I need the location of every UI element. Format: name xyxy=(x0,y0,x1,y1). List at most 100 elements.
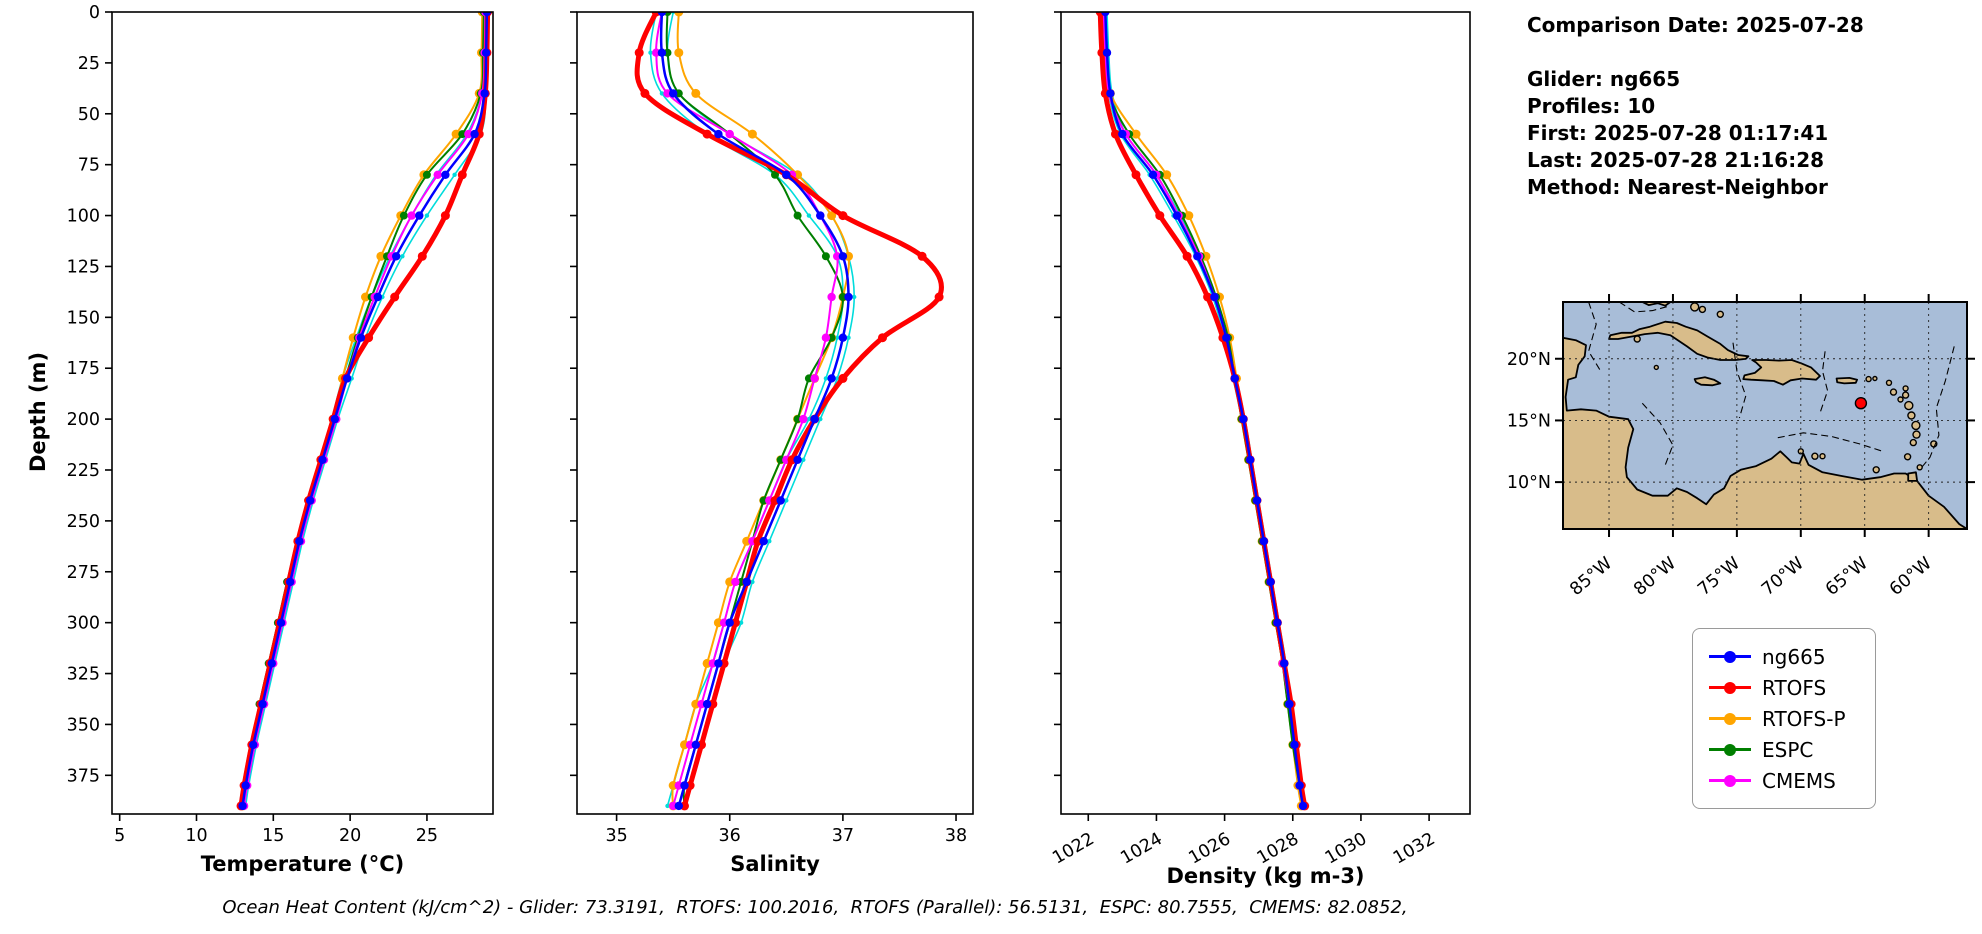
series-ng665-marker xyxy=(1230,374,1240,383)
map-island xyxy=(1885,379,1893,386)
series-ng665-marker xyxy=(392,252,401,261)
legend-marker-cmems xyxy=(1709,774,1751,788)
series-ng665-marker xyxy=(1172,211,1182,220)
temperature-axis-label: Temperature (°C) xyxy=(200,852,405,876)
series-ng665-marker xyxy=(441,170,450,179)
series-RTOFS-marker xyxy=(1203,292,1213,302)
series-glider-profile-2-marker xyxy=(424,213,430,218)
map-island xyxy=(1653,364,1660,371)
map-land xyxy=(1742,359,1821,386)
series-CMEMS-marker xyxy=(810,374,819,383)
series-glider-profile-2-marker xyxy=(767,539,772,544)
map-lat-tick-label: 20°N xyxy=(1507,350,1551,370)
map-boundary-line xyxy=(1919,346,1955,471)
map-lat-tick-label: 10°N xyxy=(1507,473,1551,493)
series-ng665-marker xyxy=(714,129,723,139)
series-ng665-marker xyxy=(669,89,678,98)
series-ng665-marker xyxy=(1239,414,1248,424)
series-ng665-marker xyxy=(356,333,366,342)
series-ng665-marker xyxy=(1290,740,1299,749)
map-lon-tick-label: 85°W xyxy=(1566,554,1616,600)
series-glider-profile-1-marker xyxy=(806,416,812,422)
series-glider-profile-2-marker xyxy=(801,457,806,462)
series-ng665-marker xyxy=(759,537,768,546)
map-island xyxy=(1909,438,1918,447)
series-RTOFS-P-marker xyxy=(1162,170,1172,180)
series-ng665-marker xyxy=(1148,170,1158,179)
series-ng665-marker xyxy=(482,12,492,17)
svg-text:15: 15 xyxy=(262,826,284,846)
series-ng665-marker xyxy=(714,659,723,668)
map-lon-tick-label: 75°W xyxy=(1694,554,1744,600)
series-RTOFS-marker xyxy=(1155,211,1165,221)
legend-marker-espc xyxy=(1709,743,1751,757)
svg-text:25: 25 xyxy=(78,54,100,74)
series-ng665-marker xyxy=(838,252,848,261)
last-profile-time-text: Last: 2025-07-28 21:16:28 xyxy=(1527,148,1825,172)
svg-text:100: 100 xyxy=(67,207,100,227)
map-island xyxy=(1716,310,1725,318)
svg-text:50: 50 xyxy=(78,105,100,125)
series-glider-profile-1-marker xyxy=(648,50,653,55)
series-RTOFS-P-marker xyxy=(747,129,757,139)
legend-item-rtofs: RTOFS xyxy=(1709,672,1859,703)
series-ng665-marker xyxy=(844,292,853,302)
series-RTOFS-marker xyxy=(1111,129,1120,139)
legend-marker-rtofs-p xyxy=(1709,712,1751,726)
map-island xyxy=(1911,420,1921,431)
series-ESPC-marker xyxy=(793,211,802,220)
series-RTOFS-marker xyxy=(1131,170,1141,180)
salinity-profile-chart: 35 36 37 38 xyxy=(570,11,974,846)
location-map: 85°W 80°W 75°W 70°W 65°W 60°W 20°N 15°N 10°N xyxy=(1507,294,1975,600)
series-ng665-marker xyxy=(782,170,791,179)
map-boundary-line xyxy=(1777,432,1883,452)
series-ng665-marker xyxy=(776,496,785,505)
series-glider-profile-2-marker xyxy=(452,172,457,177)
series-RTOFS-P-marker xyxy=(691,88,701,98)
series-ng665-marker xyxy=(674,801,683,811)
map-glider-location-marker xyxy=(1854,397,1868,410)
series-ng665-marker xyxy=(810,414,819,424)
series-CMEMS-marker xyxy=(464,129,473,139)
map-island xyxy=(1907,411,1916,420)
series-ng665-marker xyxy=(1259,537,1269,546)
series-ng665-marker xyxy=(1101,12,1110,17)
series-RTOFS-P-marker xyxy=(376,251,386,261)
map-island xyxy=(1811,452,1819,460)
svg-text:1026: 1026 xyxy=(1186,829,1235,869)
series-RTOFS-marker xyxy=(1182,251,1192,261)
legend: ng665 RTOFS RTOFS-P ESPC CMEMS xyxy=(1692,628,1876,809)
series-ng665-marker xyxy=(793,455,802,464)
info-spacer xyxy=(1527,39,1864,66)
series-ng665-marker xyxy=(1285,699,1294,709)
legend-label-rtofs-p: RTOFS-P xyxy=(1762,706,1846,731)
map-island xyxy=(1889,388,1898,396)
svg-text:1022: 1022 xyxy=(1049,829,1098,869)
series-RTOFS-marker xyxy=(838,211,848,221)
series-ng665-marker xyxy=(1280,659,1289,668)
legend-item-cmems: CMEMS xyxy=(1709,765,1859,796)
series-CMEMS-marker xyxy=(827,292,836,302)
map-land xyxy=(1835,377,1858,385)
ocean-heat-content-caption: Ocean Heat Content (kJ/cm^2) - Glider: 7… xyxy=(222,897,1408,918)
svg-text:1032: 1032 xyxy=(1390,829,1439,869)
svg-text:1028: 1028 xyxy=(1254,829,1303,869)
series-glider-profile-1-marker xyxy=(806,213,812,218)
series-ng665-marker xyxy=(470,129,479,139)
series-glider-profile-1-marker xyxy=(835,335,840,340)
series-glider-profile-1-marker xyxy=(665,803,670,809)
svg-text:10: 10 xyxy=(185,826,207,846)
map-land xyxy=(1608,320,1750,361)
series-CMEMS-marker xyxy=(433,170,442,179)
series-RTOFS-marker xyxy=(457,170,467,180)
series-ng665-marker xyxy=(657,12,667,17)
map-island xyxy=(1819,453,1826,460)
svg-text:175: 175 xyxy=(67,359,100,379)
series-ng665-marker xyxy=(1252,496,1262,505)
series-ng665-marker xyxy=(1298,801,1308,811)
map-island xyxy=(1872,375,1878,382)
series-ng665-marker xyxy=(838,333,848,342)
map-boundary-line xyxy=(1732,342,1747,419)
series-ESPC-marker xyxy=(793,415,802,424)
